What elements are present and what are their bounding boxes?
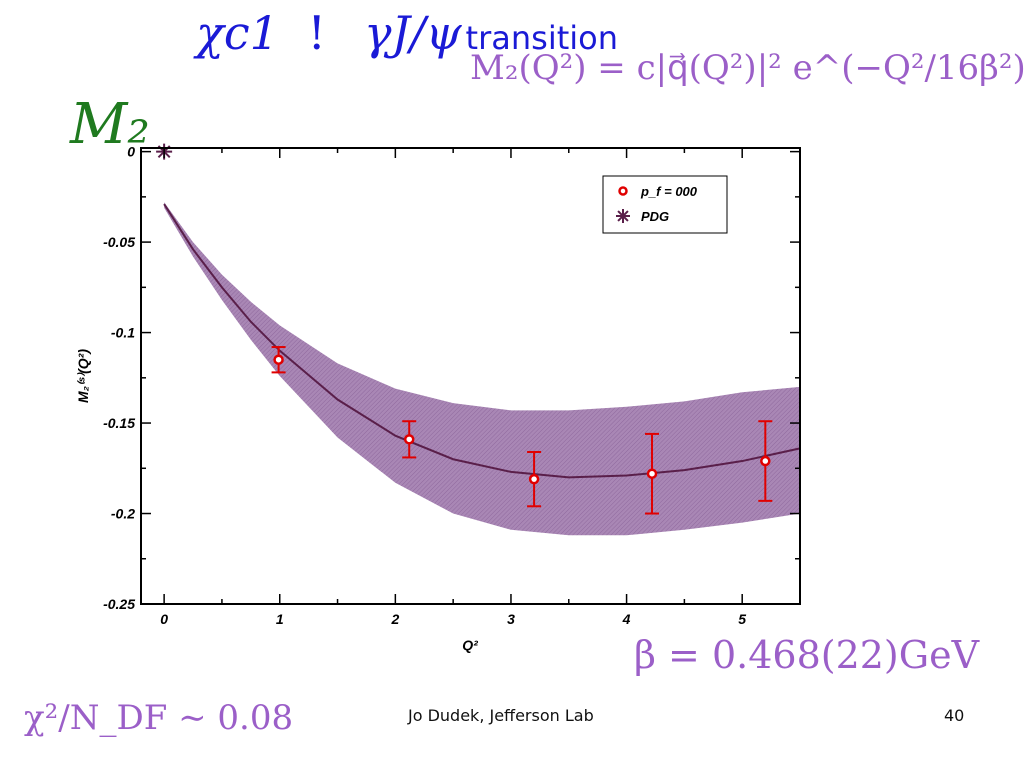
title-math-jpsi: γJ/ψ: [364, 6, 462, 60]
x-tick-label: 2: [390, 611, 399, 627]
band-area: [164, 202, 800, 536]
y-tick-label: -0.15: [103, 415, 135, 431]
x-tick-label: 5: [738, 611, 746, 627]
data-point: [760, 455, 771, 467]
legend: p_f = 000 PDG: [602, 175, 728, 234]
y-tick-label: -0.2: [111, 506, 135, 522]
plot-frame: [140, 147, 801, 605]
data-point: [403, 434, 415, 445]
y-tick-label: -0.1: [111, 325, 135, 341]
legend-marker-circle: [618, 186, 628, 196]
x-tick-label: 4: [622, 611, 631, 627]
data-point: [273, 354, 284, 365]
legend-label-pdg: PDG: [641, 209, 669, 224]
tick-labels: 0 1 2 3 4 5 0 -0.05 -0.1 -0.15 -0.2 -0.25: [103, 144, 746, 627]
axis-ticks: [141, 148, 800, 605]
y-axis-title: M₂⁽ˢ⁾(Q²): [75, 349, 91, 403]
asterisk-stroke: [617, 210, 629, 222]
x-tick-label: 3: [507, 611, 515, 627]
title-word: transition: [465, 19, 618, 57]
title-math-chi: χc1: [196, 6, 294, 60]
fit-formula: M₂(Q²) = c|q⃗(Q²)|² e^(−Q²/16β²): [470, 48, 1024, 88]
x-tick-label: 0: [160, 611, 168, 627]
x-tick-label: 1: [276, 611, 284, 627]
y-tick-label: -0.05: [103, 234, 135, 250]
data-point: [646, 468, 658, 479]
fit-line: [163, 203, 801, 479]
data-point: [528, 473, 540, 485]
y-tick-label: 0: [127, 144, 135, 160]
title-bang: !: [307, 6, 327, 60]
x-axis-title: Q²: [462, 637, 478, 653]
slide-title: χc1 ! γJ/ψ transition: [196, 6, 618, 60]
confidence-band: [164, 202, 800, 536]
legend-box: [602, 175, 728, 234]
legend-marker-asterisk: [616, 209, 630, 223]
legend-label-pf: p_f = 000: [640, 184, 698, 199]
y-tick-label: -0.25: [103, 596, 135, 612]
fit-curve: [163, 203, 801, 479]
m2-label: M₂: [70, 92, 150, 157]
chi-result: χ²/N_DF ∼ 0.08: [24, 698, 294, 738]
legend-asterisk: [616, 209, 630, 223]
footer-author: Jo Dudek, Jefferson Lab: [408, 706, 594, 725]
page-number: 40: [944, 706, 965, 725]
beta-result: β = 0.468(22)GeV: [634, 633, 980, 677]
